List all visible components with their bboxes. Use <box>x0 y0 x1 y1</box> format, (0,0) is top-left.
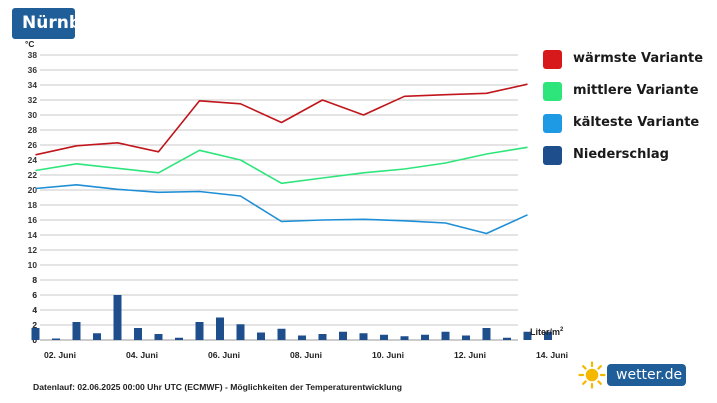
precipitation-tick-label: 6 <box>32 290 37 300</box>
temperature-tick-label: 34 <box>28 80 38 90</box>
x-tick-label: 04. Juni <box>126 350 158 360</box>
legend-swatch-precipitation <box>543 146 562 165</box>
temperature-unit-label: °C <box>25 39 34 49</box>
precipitation-tick-label: 4 <box>32 305 37 315</box>
temperature-tick-label: 2 <box>32 320 37 330</box>
temperature-tick-label: 4 <box>32 305 37 315</box>
brand-badge: wetter.de <box>607 364 686 386</box>
precipitation-bar <box>421 334 429 340</box>
precipitation-bar <box>462 335 470 340</box>
precipitation-bar <box>93 333 101 340</box>
precipitation-bar <box>31 328 40 340</box>
temperature-tick-label: 22 <box>28 170 38 180</box>
x-tick-label: 14. Juni <box>536 350 568 360</box>
precipitation-bar <box>257 332 265 340</box>
temperature-tick-label: 14 <box>28 230 38 240</box>
precipitation-bar <box>503 337 511 340</box>
legend-label-precipitation: Niederschlag <box>573 147 669 162</box>
temperature-tick-label: 10 <box>28 260 38 270</box>
warmest-variant-line <box>35 83 528 156</box>
precipitation-tick-label: 8 <box>32 275 37 285</box>
x-tick-label: 08. Juni <box>290 350 322 360</box>
precipitation-bar <box>154 334 163 340</box>
temperature-tick-label: 30 <box>28 110 38 120</box>
precipitation-bar <box>298 335 306 340</box>
temperature-tick-label: 24 <box>28 155 38 165</box>
precipitation-unit-exponent: 2 <box>560 327 564 333</box>
legend-label-warmest: wärmste Variante <box>573 51 704 66</box>
temperature-tick-label: 12 <box>28 245 38 255</box>
legend-swatch-middle <box>543 82 562 101</box>
brand-logo[interactable]: wetter.de <box>578 361 690 389</box>
precipitation-bar <box>339 331 347 340</box>
precipitation-bar <box>52 338 60 340</box>
precipitation-bar <box>523 331 532 340</box>
legend-label-coldest: kälteste Variante <box>573 115 700 130</box>
brand-name: wetter.de <box>616 367 683 383</box>
precipitation-bar <box>441 331 450 340</box>
legend-label-middle: mittlere Variante <box>573 83 699 98</box>
temperature-tick-label: 18 <box>28 200 38 210</box>
precipitation-unit-base: Liter/m <box>530 327 561 337</box>
legend-swatch-warmest <box>543 50 562 69</box>
x-tick-label: 02. Juni <box>44 350 76 360</box>
precipitation-bar <box>72 322 81 340</box>
temperature-tick-label: 20 <box>28 185 38 195</box>
x-tick-label: 10. Juni <box>372 350 404 360</box>
temperature-tick-label: 26 <box>28 140 38 150</box>
precipitation-unit-label: Liter/m2 <box>530 327 563 337</box>
temperature-tick-label: 6 <box>32 290 37 300</box>
precipitation-bar <box>359 333 368 340</box>
precipitation-bar <box>400 336 409 340</box>
precipitation-bar <box>544 331 552 340</box>
precipitation-bar <box>216 317 224 340</box>
temperature-tick-label: 32 <box>28 95 38 105</box>
precipitation-bar <box>277 328 286 340</box>
location-title-box: Nürnberg <box>12 8 75 39</box>
location-title: Nürnberg <box>22 13 75 33</box>
temperature-tick-label: 38 <box>28 50 38 60</box>
temperature-tick-label: 8 <box>32 275 37 285</box>
temperature-tick-label: 16 <box>28 215 38 225</box>
coldest-variant-line <box>35 184 528 235</box>
precipitation-bar <box>482 328 491 340</box>
precipitation-bar <box>318 334 327 340</box>
temperature-tick-label: 36 <box>28 65 38 75</box>
data-run-footnote: Datenlauf: 02.06.2025 00:00 Uhr UTC (ECM… <box>33 382 402 392</box>
precipitation-bar <box>236 324 245 340</box>
middle-variant-line <box>35 146 528 185</box>
precipitation-bar <box>113 295 122 340</box>
precipitation-bar <box>380 334 388 340</box>
legend-swatch-coldest <box>543 114 562 133</box>
precipitation-bar <box>195 322 204 340</box>
precipitation-tick-label: 2 <box>32 320 37 330</box>
x-tick-label: 12. Juni <box>454 350 486 360</box>
temperature-tick-label: 28 <box>28 125 38 135</box>
precipitation-bar <box>175 337 183 340</box>
x-tick-label: 06. Juni <box>208 350 240 360</box>
precipitation-bar <box>134 328 142 340</box>
sun-icon <box>578 361 606 389</box>
